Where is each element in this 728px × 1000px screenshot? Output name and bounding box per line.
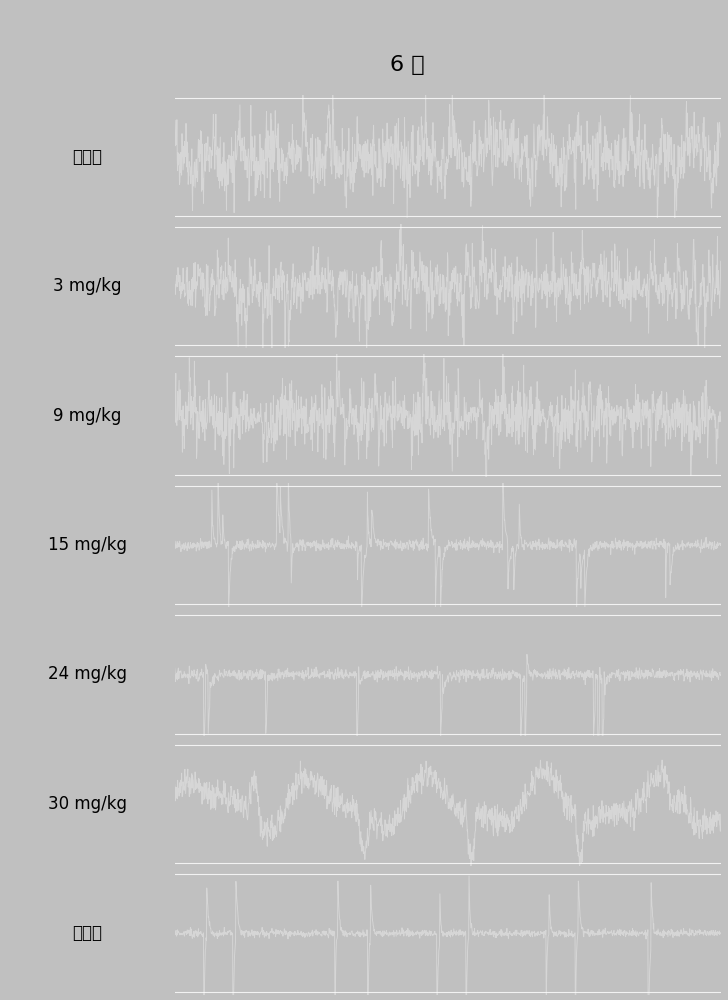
Text: 给药前: 给药前	[72, 148, 103, 166]
Text: 3 mg/kg: 3 mg/kg	[53, 277, 122, 295]
Text: 9 mg/kg: 9 mg/kg	[53, 407, 122, 425]
Text: 6 秒: 6 秒	[390, 55, 425, 75]
Text: 30 mg/kg: 30 mg/kg	[48, 795, 127, 813]
Text: 15 mg/kg: 15 mg/kg	[48, 536, 127, 554]
Text: 异丙酚: 异丙酚	[72, 924, 103, 942]
Text: 24 mg/kg: 24 mg/kg	[48, 665, 127, 683]
